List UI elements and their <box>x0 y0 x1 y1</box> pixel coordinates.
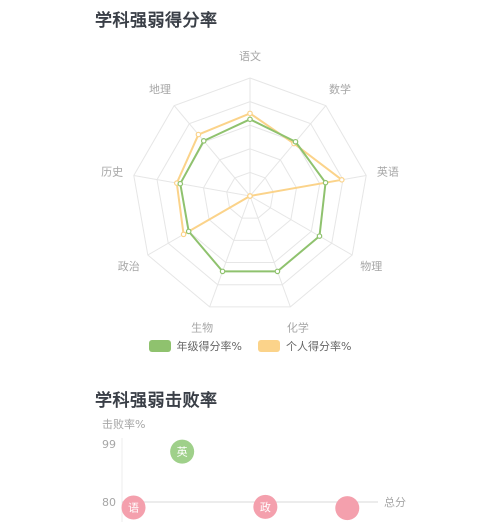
radar-point <box>339 177 345 183</box>
radar-spoke <box>209 195 251 308</box>
radar-axis-label: 物理 <box>360 259 382 273</box>
defeat-y-axis-label: 击败率% <box>102 417 145 431</box>
radar-point <box>185 228 192 235</box>
radar-series-grade <box>177 116 329 275</box>
radar-point <box>180 231 187 238</box>
radar-ring <box>202 148 298 241</box>
defeat-bubble[interactable] <box>335 496 360 521</box>
radar-axis-label: 数学 <box>329 82 351 96</box>
legend-swatch-personal <box>258 340 280 352</box>
defeat-bubble-label: 政 <box>260 500 271 514</box>
radar-axis-label: 语文 <box>239 49 261 63</box>
radar-point <box>322 179 329 186</box>
defeat-bubble-circle <box>335 496 360 521</box>
defeat-y-tick-label: 99 <box>102 438 116 451</box>
legend-label-grade: 年级得分率% <box>176 340 242 353</box>
legend-item-grade[interactable]: 年级得分率% <box>148 338 242 354</box>
radar-axis-label: 地理 <box>149 83 171 96</box>
defeat-section-title: 学科强弱击败率 <box>95 391 218 411</box>
radar-point <box>316 233 323 239</box>
radar-point <box>200 138 207 144</box>
radar-point <box>177 180 184 187</box>
radar-point <box>247 116 253 123</box>
radar-point <box>219 268 226 275</box>
radar-axis-label: 化学 <box>287 321 309 335</box>
defeat-bubble-circle <box>253 494 278 519</box>
radar-series-line <box>175 112 343 236</box>
radar-spoke <box>249 195 353 256</box>
radar-axis-label: 英语 <box>377 165 399 179</box>
radar-spoke <box>249 105 327 197</box>
radar-ring <box>226 171 274 219</box>
radar-axis-label: 历史 <box>101 166 123 179</box>
legend-label-personal: 个人得分率% <box>286 340 352 353</box>
defeat-bubble-circle <box>170 439 195 464</box>
defeat-x-axis-label: 总分 <box>384 495 406 509</box>
radar-series-line <box>179 118 327 273</box>
radar-point <box>195 131 202 138</box>
legend-swatch-grade <box>148 340 171 352</box>
defeat-bubble[interactable]: 英 <box>170 439 195 464</box>
radar-ring <box>133 77 367 308</box>
radar-spoke <box>249 195 291 308</box>
defeat-bubble-label: 英 <box>177 445 188 459</box>
radar-ring <box>156 101 344 286</box>
defeat-bubble-label: 语 <box>128 501 139 514</box>
defeat-bubble[interactable]: 语 <box>121 495 146 520</box>
radar-spoke <box>133 175 251 197</box>
radar-axis-label: 生物 <box>191 321 213 335</box>
radar-axis-label: 政治 <box>118 259 140 273</box>
radar-point <box>274 268 281 275</box>
defeat-bubble-circle <box>121 495 146 520</box>
defeat-bubble[interactable]: 政 <box>253 494 278 519</box>
radar-point <box>247 110 253 117</box>
radar-section-title: 学科强弱得分率 <box>95 11 218 31</box>
radar-spoke <box>173 105 251 197</box>
legend-item-personal[interactable]: 个人得分率% <box>258 338 351 354</box>
radar-point <box>247 193 253 199</box>
defeat-y-tick-label: 80 <box>102 496 116 509</box>
radar-legend[interactable]: 年级得分率% 个人得分率% <box>0 337 500 355</box>
radar-point <box>292 138 299 145</box>
